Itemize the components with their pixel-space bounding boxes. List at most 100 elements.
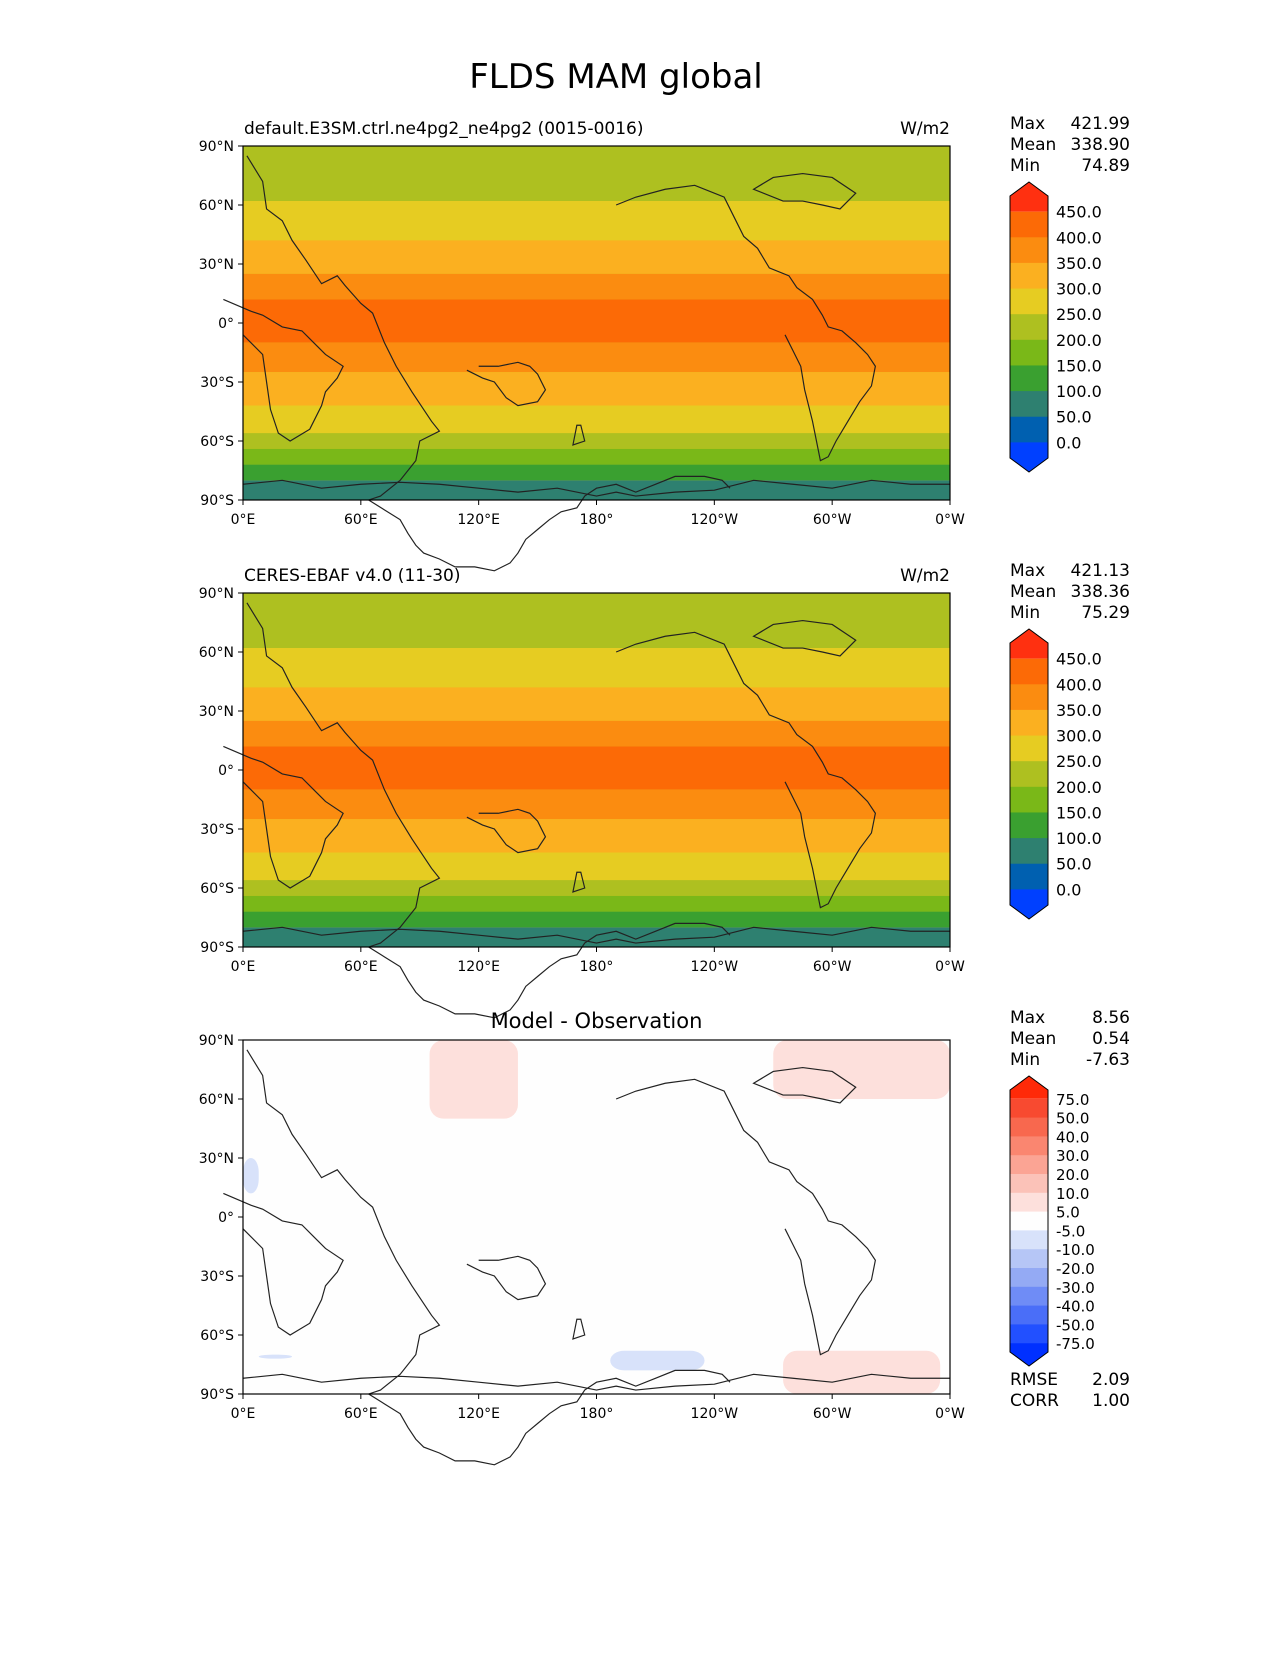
panel-title: CERES-EBAF v4.0 (11-30) xyxy=(244,566,460,586)
lat-tick-label: 60°S xyxy=(200,1328,234,1344)
colorbar-label: 100.0 xyxy=(1056,382,1102,401)
lat-tick-label: 90°S xyxy=(200,940,234,956)
panel-title: Model - Observation xyxy=(491,1009,703,1033)
colorbar-segment xyxy=(1010,1098,1048,1119)
metric-label-corr: CORR xyxy=(1010,1391,1059,1411)
lat-tick-label: 90°N xyxy=(199,586,234,602)
lon-tick-label: 120°E xyxy=(457,512,500,528)
colorbar-outline xyxy=(1009,1075,1049,1367)
colorbar-label: 50.0 xyxy=(1056,855,1092,874)
contour-band xyxy=(243,895,950,912)
colorbar-label: 50.0 xyxy=(1056,408,1092,427)
lon-tick-label: 60°W xyxy=(813,959,852,975)
stat-label-min: Min xyxy=(1010,603,1040,623)
stat-value-max: 421.13 xyxy=(1071,561,1130,581)
contour-band xyxy=(243,593,950,623)
colorbar-extend-min xyxy=(1010,889,1048,919)
contour-band xyxy=(243,648,950,688)
figure-title: FLDS MAM global xyxy=(469,57,763,97)
panel-units: W/m2 xyxy=(900,566,950,586)
colorbar-label: 75.0 xyxy=(1056,1091,1089,1109)
colorbar-extend-min xyxy=(1010,1343,1048,1366)
colorbar-outline xyxy=(1009,181,1049,473)
contour-band xyxy=(243,720,950,747)
colorbar-segment xyxy=(1010,262,1048,290)
colorbar-extend-max xyxy=(1010,1076,1048,1099)
colorbar-label: 200.0 xyxy=(1056,331,1102,350)
model-panel: default.E3SM.ctrl.ne4pg2_ne4pg2 (0015-00… xyxy=(199,114,1130,572)
colorbar-segment xyxy=(1010,1192,1048,1213)
panel-title: default.E3SM.ctrl.ne4pg2_ne4pg2 (0015-00… xyxy=(244,119,644,139)
lat-tick-label: 60°N xyxy=(199,198,234,214)
colorbar-segment xyxy=(1010,365,1048,392)
lon-tick-label: 180° xyxy=(580,512,614,528)
colorbar-label: 150.0 xyxy=(1056,356,1102,375)
colorbar-label: -40.0 xyxy=(1056,1298,1095,1316)
lat-tick-label: 30°S xyxy=(200,1269,234,1285)
colorbar-segment xyxy=(1010,1211,1048,1231)
colorbar-label: -75.0 xyxy=(1056,1335,1095,1353)
lat-tick-label: 0° xyxy=(218,1210,234,1226)
colorbar-label: 400.0 xyxy=(1056,675,1102,694)
colorbar-extend-min xyxy=(1010,442,1048,472)
contour-band xyxy=(243,448,950,465)
contour-band xyxy=(243,405,950,434)
stat-label-mean: Mean xyxy=(1010,1029,1056,1049)
contour-band xyxy=(243,372,950,406)
colorbar-segment xyxy=(1010,863,1048,890)
colorbar-label: -30.0 xyxy=(1056,1279,1095,1297)
colorbar-label: 0.0 xyxy=(1056,880,1081,899)
colorbar-label: -5.0 xyxy=(1056,1222,1085,1240)
colorbar-label: 5.0 xyxy=(1056,1204,1080,1222)
stat-value-max: 421.99 xyxy=(1071,114,1130,134)
colorbar-segment xyxy=(1010,1249,1048,1269)
lon-tick-label: 180° xyxy=(580,1406,614,1422)
lat-tick-label: 60°S xyxy=(200,881,234,897)
colorbar-segment xyxy=(1010,211,1048,238)
colorbar-segment xyxy=(1010,1230,1048,1250)
lon-tick-label: 0°W xyxy=(935,512,965,528)
contour-band xyxy=(243,201,950,241)
lon-tick-label: 120°W xyxy=(691,512,739,528)
colorbar-segment xyxy=(1010,391,1048,418)
lon-tick-label: 120°W xyxy=(691,959,739,975)
contour-band xyxy=(243,880,950,896)
stat-value-mean: 338.90 xyxy=(1071,135,1130,155)
lon-tick-label: 60°E xyxy=(344,1406,378,1422)
lon-tick-label: 0°W xyxy=(935,1406,965,1422)
stat-label-max: Max xyxy=(1010,114,1045,134)
metric-value-corr: 1.00 xyxy=(1092,1391,1130,1411)
colorbar-segment xyxy=(1010,314,1048,341)
lon-tick-label: 0°E xyxy=(231,1406,256,1422)
colorbar-segment xyxy=(1010,1324,1048,1344)
lon-tick-label: 60°W xyxy=(813,1406,852,1422)
lat-tick-label: 90°N xyxy=(199,1033,234,1049)
colorbar-segment xyxy=(1010,237,1048,264)
colorbar-label: -10.0 xyxy=(1056,1241,1095,1259)
lon-tick-label: 120°W xyxy=(691,1406,739,1422)
colorbar-extend-max xyxy=(1010,182,1048,212)
colorbar-segment xyxy=(1010,735,1048,762)
lon-tick-label: 60°W xyxy=(813,512,852,528)
contour-band xyxy=(243,464,950,481)
colorbar-segment xyxy=(1010,684,1048,711)
contour-band xyxy=(243,622,950,649)
colorbar-label: 50.0 xyxy=(1056,1110,1089,1128)
metric-value-rmse: 2.09 xyxy=(1092,1370,1130,1390)
colorbar-segment xyxy=(1010,1155,1048,1175)
colorbar-segment xyxy=(1010,288,1048,315)
lat-tick-label: 90°N xyxy=(199,139,234,155)
observation-panel: CERES-EBAF v4.0 (11-30) W/m2 90°N 60°N 30°N 0… xyxy=(199,561,1130,1019)
colorbar-label: 450.0 xyxy=(1056,203,1102,222)
stat-value-min: -7.63 xyxy=(1086,1050,1130,1070)
contour-band xyxy=(243,480,950,500)
colorbar-label: 300.0 xyxy=(1056,280,1102,299)
stat-label-min: Min xyxy=(1010,1050,1040,1070)
colorbar-label: 0.0 xyxy=(1056,433,1081,452)
stat-label-mean: Mean xyxy=(1010,135,1056,155)
stat-label-max: Max xyxy=(1010,1008,1045,1028)
stat-value-min: 74.89 xyxy=(1081,156,1130,176)
contour-band xyxy=(243,819,950,853)
